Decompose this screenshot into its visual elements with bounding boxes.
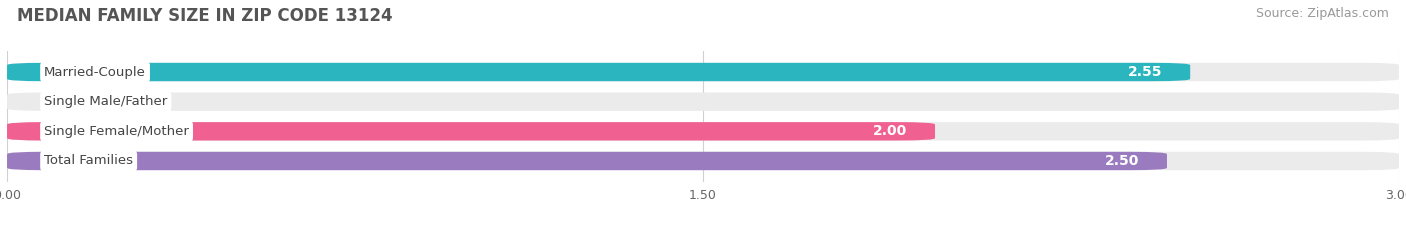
Text: 2.55: 2.55 <box>1128 65 1163 79</box>
Text: Single Female/Mother: Single Female/Mother <box>44 125 188 138</box>
FancyBboxPatch shape <box>7 63 1399 81</box>
Text: 2.00: 2.00 <box>873 124 907 138</box>
Text: MEDIAN FAMILY SIZE IN ZIP CODE 13124: MEDIAN FAMILY SIZE IN ZIP CODE 13124 <box>17 7 392 25</box>
Text: 2.50: 2.50 <box>1105 154 1139 168</box>
Text: Source: ZipAtlas.com: Source: ZipAtlas.com <box>1256 7 1389 20</box>
FancyBboxPatch shape <box>7 122 935 140</box>
Text: Single Male/Father: Single Male/Father <box>44 95 167 108</box>
FancyBboxPatch shape <box>7 93 1399 111</box>
FancyBboxPatch shape <box>7 122 1399 140</box>
FancyBboxPatch shape <box>7 152 1399 170</box>
Text: 0.00: 0.00 <box>76 95 111 109</box>
FancyBboxPatch shape <box>7 63 1189 81</box>
Text: Married-Couple: Married-Couple <box>44 65 146 79</box>
FancyBboxPatch shape <box>7 152 1167 170</box>
Text: Total Families: Total Families <box>44 154 134 168</box>
